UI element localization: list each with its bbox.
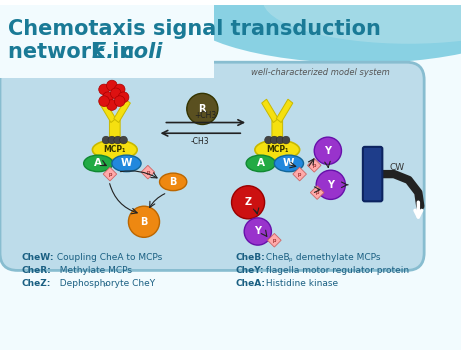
FancyBboxPatch shape [0,62,424,271]
Text: B: B [170,177,177,187]
Circle shape [110,88,121,99]
Text: Y: Y [327,180,334,190]
Circle shape [282,136,290,144]
Circle shape [99,84,109,95]
Text: Y: Y [255,226,261,236]
Polygon shape [293,167,307,181]
Text: CheW:: CheW: [21,253,54,262]
FancyBboxPatch shape [0,5,214,78]
Circle shape [231,186,264,219]
Circle shape [244,218,272,245]
Ellipse shape [175,0,474,63]
Circle shape [107,100,117,110]
Circle shape [107,80,117,91]
Text: Methylate MCPs: Methylate MCPs [54,266,131,275]
Circle shape [187,93,218,125]
Ellipse shape [274,155,303,172]
Text: p: p [289,257,292,262]
Text: p: p [108,171,112,176]
FancyBboxPatch shape [0,5,461,350]
FancyBboxPatch shape [0,5,461,350]
Circle shape [276,136,284,144]
Text: CheA:: CheA: [236,279,265,288]
Ellipse shape [84,155,113,172]
Text: R: R [199,104,206,114]
Text: demethylate MCPs: demethylate MCPs [293,253,380,262]
Text: CheY:: CheY: [236,266,264,275]
Text: p: p [273,238,276,243]
Polygon shape [141,165,155,179]
Ellipse shape [92,140,137,159]
Text: -CH3: -CH3 [191,137,210,146]
Text: B: B [140,217,148,227]
Polygon shape [310,186,324,200]
Text: p: p [146,170,150,175]
Text: Coupling CheA to MCPs: Coupling CheA to MCPs [54,253,162,262]
Text: Dephosphoryte CheY: Dephosphoryte CheY [54,279,155,288]
Text: +CH3: +CH3 [194,111,217,120]
Text: A: A [94,158,102,168]
Polygon shape [276,99,293,122]
Text: CheZ:: CheZ: [21,279,51,288]
Text: A: A [257,158,264,168]
Circle shape [119,136,128,144]
Text: well-characterized model system: well-characterized model system [251,68,390,77]
Text: MCP₁: MCP₁ [266,145,289,154]
Text: p: p [315,190,319,195]
Text: CW: CW [389,163,404,172]
Text: W: W [283,158,295,168]
Text: p: p [298,171,301,176]
Text: Z: Z [245,197,252,207]
Polygon shape [262,99,278,122]
Polygon shape [114,99,130,122]
Text: Histidine kinase: Histidine kinase [263,279,338,288]
Circle shape [114,96,125,106]
Circle shape [316,170,346,200]
Text: E. coli: E. coli [92,42,163,62]
Text: flagella motor regulator protein: flagella motor regulator protein [263,266,409,275]
Polygon shape [308,159,321,172]
Circle shape [114,136,122,144]
FancyBboxPatch shape [109,119,120,142]
Ellipse shape [255,140,300,159]
Circle shape [108,136,116,144]
FancyBboxPatch shape [363,147,383,201]
Circle shape [264,136,273,144]
Text: CheB:: CheB: [236,253,265,262]
Circle shape [128,206,160,237]
Polygon shape [103,167,117,181]
Circle shape [118,92,129,103]
Text: p: p [103,283,107,288]
Text: p: p [312,163,316,168]
Circle shape [103,92,113,103]
Polygon shape [99,99,116,122]
Circle shape [271,136,278,144]
Text: Y: Y [324,146,331,156]
Ellipse shape [263,0,474,44]
Circle shape [99,96,109,106]
Circle shape [102,136,110,144]
FancyBboxPatch shape [272,119,283,142]
Circle shape [314,137,341,164]
Polygon shape [267,234,281,247]
Text: CheB: CheB [263,253,289,262]
Ellipse shape [246,155,275,172]
Ellipse shape [112,155,141,172]
Text: network in: network in [8,42,141,62]
Text: Chemotaxis signal transduction: Chemotaxis signal transduction [8,20,381,39]
Circle shape [114,84,125,95]
Text: MCP₁: MCP₁ [103,145,126,154]
Text: W: W [121,158,132,168]
Text: CheR:: CheR: [21,266,51,275]
Ellipse shape [160,173,187,191]
